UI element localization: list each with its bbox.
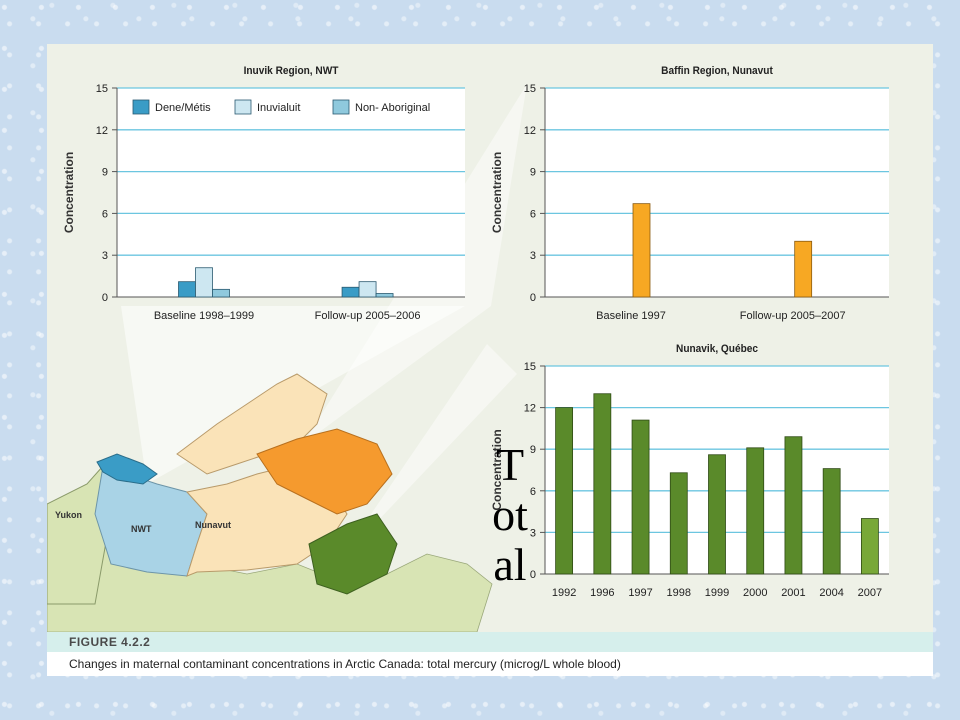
legend-swatch (234, 99, 252, 115)
y-tick-label: 9 (530, 444, 536, 456)
legend-swatch (132, 99, 150, 115)
y-axis-label: Concentration (62, 152, 76, 233)
bar-inuvialuit (358, 281, 377, 298)
y-tick-label: 15 (524, 361, 536, 373)
map-label-nwt: NWT (131, 524, 152, 534)
y-tick-label: 6 (102, 208, 108, 220)
figure-caption: Changes in maternal contaminant concentr… (47, 652, 933, 676)
map-baffin-island (256, 428, 393, 515)
bar-inuvialuit (195, 267, 213, 298)
chart-title: Nunavik, Québec (676, 343, 758, 355)
x-tick-label: 1999 (705, 587, 729, 599)
bar-baffin (632, 203, 651, 298)
plot-area (545, 88, 889, 297)
bar-dene (178, 281, 196, 298)
bar-nunavik (784, 436, 803, 575)
bar-non-aboriginal (212, 288, 230, 298)
map-nunavik-region (308, 513, 398, 595)
y-tick-label: 12 (524, 125, 536, 137)
x-tick-label: 2004 (819, 587, 843, 599)
legend-label: Non- Aboriginal (355, 102, 430, 114)
chart-nunavik: 0 3 6 9 12 15 Nunavik, Québec Concentration 1992… (490, 343, 889, 599)
chart-inuvik: 0 3 6 9 12 15 Inuvik Region, NWT Concentration B… (62, 65, 465, 322)
chart-title: Baffin Region, Nunavut (661, 65, 773, 77)
bar-nunavik (593, 393, 612, 575)
y-axis-label: Concentration (490, 429, 504, 510)
legend-label: Dene/Métis (155, 102, 211, 114)
y-tick-label: 6 (530, 208, 536, 220)
y-tick-label: 15 (96, 83, 108, 95)
y-tick-label: 3 (530, 527, 536, 539)
y-tick-label: 12 (96, 125, 108, 137)
x-tick-label: 1997 (628, 587, 652, 599)
figure-canvas: Yukon NWT Nunavut 0 3 6 9 12 15 Inuvik Region,… (47, 65, 889, 632)
y-tick-label: 12 (524, 403, 536, 415)
x-tick-label: 1996 (590, 587, 614, 599)
nunavik-projection (337, 344, 517, 564)
bar-nunavik (746, 447, 765, 575)
bar-nunavik (822, 468, 841, 575)
bar-dene (341, 286, 360, 298)
y-tick-label: 0 (530, 569, 536, 581)
bar-nunavik (708, 454, 726, 575)
x-tick-label: Follow-up 2005–2007 (740, 310, 846, 322)
canada-map: Yukon NWT Nunavut (47, 373, 493, 632)
bar-nunavik (669, 472, 688, 575)
chart-title: Inuvik Region, NWT (244, 65, 339, 77)
x-tick-label: 2001 (781, 587, 805, 599)
x-tick-label: Follow-up 2005–2006 (315, 310, 421, 322)
bar-nunavik (555, 407, 574, 575)
y-tick-label: 3 (530, 250, 536, 262)
overlay-text: Total (492, 439, 528, 590)
y-tick-label: 3 (102, 250, 108, 262)
legend-swatch (332, 99, 350, 115)
legend-label: Inuvialuit (257, 102, 300, 114)
figure-caption-box: FIGURE 4.2.2 Changes in maternal contami… (47, 632, 933, 676)
bar-nunavik (860, 518, 879, 575)
y-tick-label: 15 (524, 83, 536, 95)
y-tick-label: 9 (530, 167, 536, 179)
x-tick-label: 1992 (552, 587, 576, 599)
map-label-yukon: Yukon (55, 510, 82, 520)
x-tick-label: 2007 (858, 587, 882, 599)
bar-nunavik (631, 419, 650, 575)
map-label-nunavut: Nunavut (195, 520, 231, 530)
chart-baffin: 0 3 6 9 12 15 Baffin Region, Nunavut Concentrat… (490, 65, 889, 322)
bar-baffin (794, 240, 813, 298)
y-tick-label: 9 (102, 167, 108, 179)
x-tick-label: Baseline 1997 (596, 310, 666, 322)
map-nwt (94, 465, 208, 577)
map-arctic-islands (176, 373, 328, 475)
x-tick-label: 2000 (743, 587, 767, 599)
y-axis-label: Concentration (490, 152, 504, 233)
figure-panel: Yukon NWT Nunavut 0 3 6 9 12 15 Inuvik Region,… (47, 44, 933, 676)
y-tick-label: 6 (530, 486, 536, 498)
y-tick-label: 0 (102, 292, 108, 304)
bar-non-aboriginal (375, 293, 394, 298)
plot-area (117, 88, 465, 297)
x-tick-label: 1998 (667, 587, 691, 599)
y-tick-label: 0 (530, 292, 536, 304)
x-tick-label: Baseline 1998–1999 (154, 310, 254, 322)
figure-label: FIGURE 4.2.2 (47, 632, 933, 652)
map-inuvik-region (96, 453, 158, 485)
